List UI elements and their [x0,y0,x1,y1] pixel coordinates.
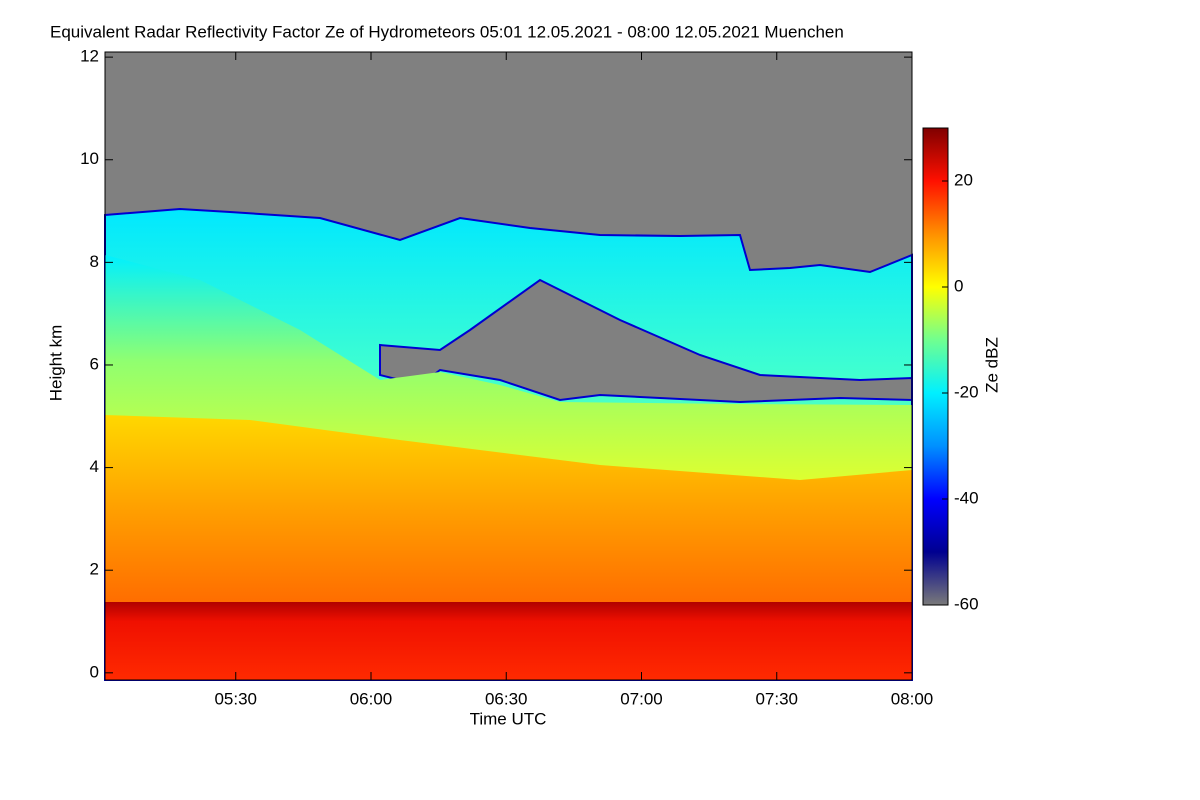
colorbar-label: Ze dBZ [982,337,1001,393]
x-tick-label: 08:00 [891,689,934,708]
x-tick-label: 07:30 [755,689,798,708]
y-tick-label: 4 [90,457,99,476]
y-tick-label: 10 [80,149,99,168]
chart-title: Equivalent Radar Reflectivity Factor Ze … [50,22,844,41]
colorbar-tick-label: -60 [954,594,979,613]
colorbar-tick-label: 20 [954,170,973,189]
reflectivity-field [104,52,913,681]
x-tick-label: 05:30 [214,689,257,708]
x-tick-label: 07:00 [620,689,663,708]
colorbar [922,127,949,606]
y-tick-label: 6 [90,354,99,373]
colorbar-tick-label: -40 [954,488,979,507]
y-tick-label: 0 [90,662,99,681]
x-axis-label: Time UTC [470,709,547,728]
y-tick-label: 8 [90,252,99,271]
x-tick-label: 06:00 [350,689,393,708]
y-tick-label: 2 [90,560,99,579]
x-tick-label: 06:30 [485,689,528,708]
y-axis-label: Height km [46,325,65,402]
y-tick-label: 12 [80,47,99,66]
plot-frame [104,51,913,681]
colorbar-tick-label: 0 [954,276,963,295]
colorbar-tick-label: -20 [954,382,979,401]
